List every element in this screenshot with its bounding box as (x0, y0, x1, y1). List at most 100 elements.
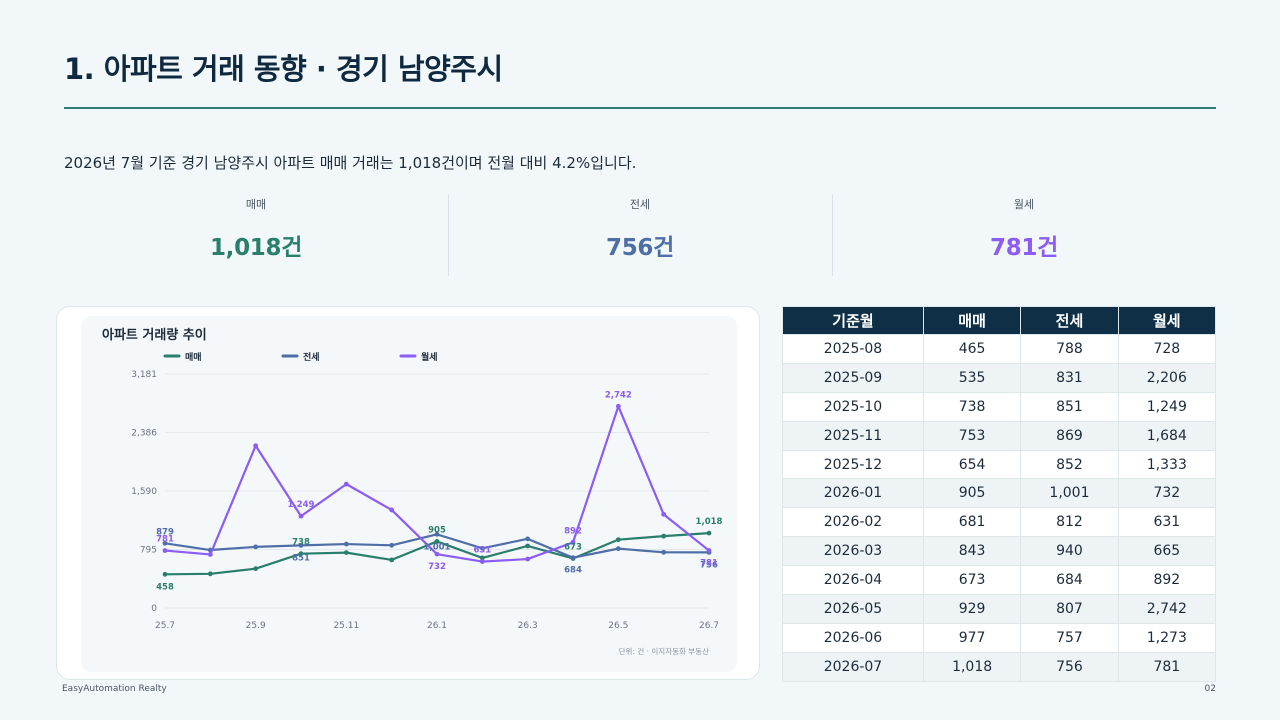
table-cell: 2026-04 (782, 565, 924, 596)
table-cell: 2025-11 (782, 420, 924, 451)
table-cell: 2025-10 (782, 391, 924, 422)
data-label: 781 (156, 535, 174, 545)
data-point (253, 544, 259, 550)
chart-card: 아파트 거래량 추이 0 795 1,590 2,386 3,181 25.7 25.9 25… (56, 306, 760, 680)
data-table: 기준월 매매 전세 월세 2025-08 465 788 728 2025-09 535 8… (782, 306, 1217, 682)
table-cell: 2,206 (1117, 362, 1217, 393)
data-point (570, 539, 576, 545)
table-cell: 2026-01 (782, 478, 924, 509)
data-point (298, 551, 304, 557)
y-tick-label: 795 (140, 546, 157, 556)
data-point (343, 550, 349, 556)
data-point (661, 549, 667, 555)
data-label: 905 (428, 525, 446, 535)
table-cell: 807 (1020, 594, 1119, 624)
y-tick-label: 0 (151, 604, 157, 614)
data-label: 738 (292, 538, 310, 548)
y-tick-label: 1,590 (131, 487, 157, 497)
data-point (434, 551, 440, 557)
table-row: 2026-07 1,018 756 781 (782, 651, 1217, 682)
data-label: 892 (564, 526, 582, 536)
table-row: 2025-08 465 788 728 (782, 334, 1217, 364)
data-point (162, 548, 168, 553)
data-point (661, 533, 667, 539)
x-tick-label: 25.11 (333, 621, 359, 631)
table-cell: 1,273 (1117, 622, 1217, 653)
x-tick-label: 26.1 (427, 621, 447, 631)
table-cell: 753 (922, 420, 1022, 451)
table-cell: 728 (1117, 334, 1217, 364)
table-cell: 2026-03 (782, 536, 924, 567)
table-cell: 2025-08 (782, 334, 924, 364)
x-tick-label: 26.7 (699, 621, 719, 631)
kpi-monthly: 월세 781건 (832, 194, 1216, 276)
data-point (479, 545, 485, 551)
table-cell: 2,742 (1117, 594, 1217, 624)
data-point (207, 571, 213, 577)
table-row: 2026-02 681 812 631 (782, 507, 1217, 538)
data-point (162, 540, 168, 546)
data-point (162, 571, 168, 577)
table-row: 2026-01 905 1,001 732 (782, 478, 1217, 509)
kpi-divider (448, 194, 449, 276)
table-cell: 1,001 (1020, 478, 1119, 509)
kpi-label: 전세 (629, 198, 651, 211)
data-point (434, 531, 440, 537)
x-tick-label: 25.9 (246, 621, 266, 631)
data-point (298, 513, 304, 519)
data-label: 631 (473, 546, 491, 556)
table-cell: 665 (1117, 536, 1217, 567)
table-cell: 851 (1020, 391, 1119, 422)
kpi-divider (832, 194, 833, 276)
table-cell: 756 (1020, 651, 1119, 682)
table-cell: 788 (1020, 334, 1119, 364)
data-point (434, 539, 440, 544)
table-header: 매매 (922, 306, 1022, 335)
data-point (706, 548, 712, 553)
table-cell: 905 (922, 478, 1022, 509)
data-point (479, 555, 485, 561)
data-point (615, 403, 621, 409)
y-tick-label: 3,181 (131, 370, 157, 380)
data-label: 458 (156, 582, 174, 592)
data-point (615, 537, 621, 543)
legend-label: 전세 (303, 351, 320, 363)
table-cell: 781 (1117, 651, 1217, 682)
table-header: 전세 (1020, 306, 1119, 335)
table-row: 2025-11 753 869 1,684 (782, 420, 1217, 451)
table-cell: 2026-06 (782, 622, 924, 653)
table-row: 2026-04 673 684 892 (782, 565, 1217, 596)
data-point (389, 542, 395, 548)
chart-title: 아파트 거래량 추이 (102, 328, 207, 343)
kpi-value: 1,018건 (209, 235, 303, 261)
table-cell: 892 (1117, 565, 1217, 596)
table-cell: 929 (922, 594, 1022, 624)
data-point (479, 559, 485, 564)
table-cell: 2026-02 (782, 507, 924, 538)
table-cell: 1,018 (922, 651, 1022, 682)
data-point (661, 511, 667, 517)
table-cell: 738 (922, 391, 1022, 422)
legend-label: 월세 (421, 351, 438, 363)
table-row: 2025-12 654 852 1,333 (782, 449, 1217, 480)
table-cell: 681 (922, 507, 1022, 538)
table-cell: 732 (1117, 478, 1217, 509)
table-cell: 654 (922, 449, 1022, 480)
kpi-value: 781건 (990, 235, 1058, 261)
table-cell: 1,249 (1117, 391, 1217, 422)
x-tick-label: 26.5 (608, 621, 628, 631)
data-label: 673 (564, 542, 582, 552)
data-point (615, 546, 621, 552)
x-tick-label: 25.7 (155, 621, 175, 631)
data-label: 1,001 (424, 542, 451, 552)
table-cell: 535 (922, 362, 1022, 393)
table-cell: 631 (1117, 507, 1217, 538)
data-point (570, 555, 576, 561)
table-cell: 673 (922, 565, 1022, 596)
chart-panel: 아파트 거래량 추이 0 795 1,590 2,386 3,181 25.7 25.9 25… (81, 316, 737, 672)
data-label: 756 (700, 560, 718, 570)
kpi-value: 756건 (606, 235, 674, 261)
table-cell: 1,684 (1117, 420, 1217, 451)
table-row: 2026-03 843 940 665 (782, 536, 1217, 567)
x-tick-label: 26.3 (518, 621, 538, 631)
